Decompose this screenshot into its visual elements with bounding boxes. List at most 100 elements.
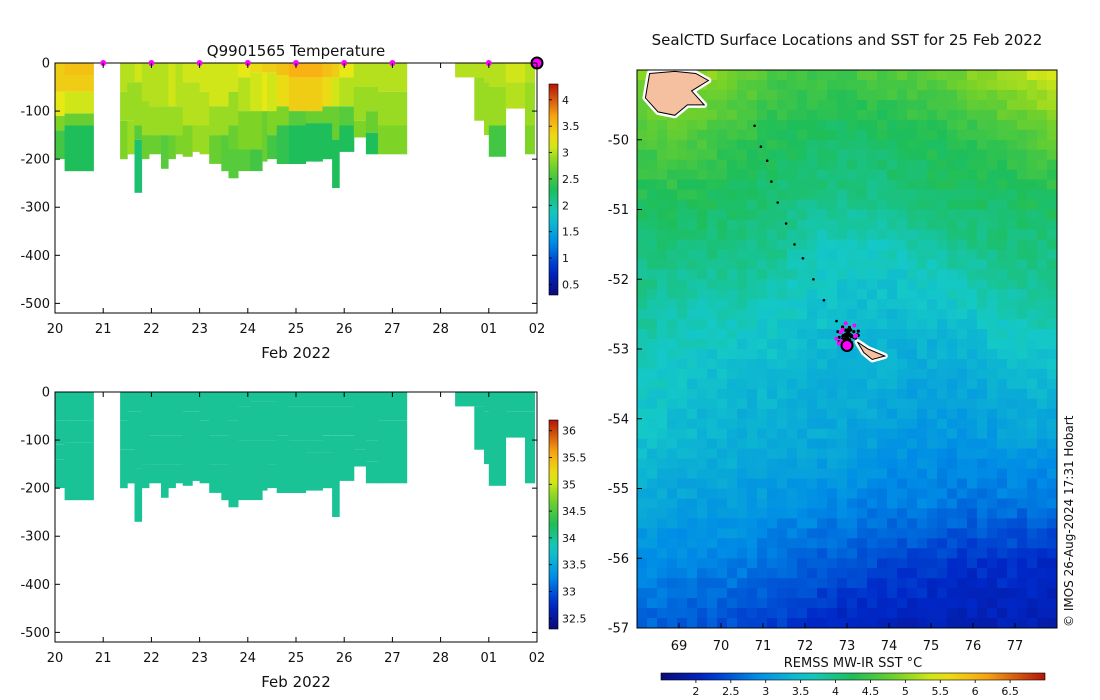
sst-cell xyxy=(847,598,858,609)
profile-cell xyxy=(175,106,184,136)
sst-cell xyxy=(787,398,798,410)
sst-cell xyxy=(1027,309,1038,320)
sst-cell xyxy=(877,448,888,460)
sst-cell xyxy=(767,478,778,489)
sst-cell xyxy=(857,608,868,619)
sst-cell xyxy=(1007,319,1018,330)
sst-cell xyxy=(957,398,968,410)
sst-cell xyxy=(947,558,958,569)
profile-cell xyxy=(127,392,135,412)
sst-cell xyxy=(947,498,958,509)
sst-cell xyxy=(797,239,808,250)
sst-cell xyxy=(957,70,968,81)
sst-cell xyxy=(857,438,868,450)
sst-cell xyxy=(667,598,678,609)
sst-cell xyxy=(687,159,698,171)
profile-cell xyxy=(288,406,307,441)
sst-cell xyxy=(807,309,818,320)
sst-cell xyxy=(637,169,648,181)
profile-cell xyxy=(168,435,176,465)
sst-cell xyxy=(927,229,938,240)
profile-cell xyxy=(505,392,526,412)
sst-cell xyxy=(1037,289,1048,300)
sst-cell xyxy=(937,329,948,340)
x-tick-label: 22 xyxy=(143,651,160,666)
sst-cell xyxy=(787,269,798,280)
sst-cell xyxy=(787,548,798,559)
sst-cell xyxy=(657,378,668,390)
sst-cell xyxy=(977,319,988,330)
sst-cell xyxy=(857,209,868,220)
sst-cell xyxy=(687,478,698,489)
sst-cell xyxy=(827,109,838,121)
profile-cell xyxy=(175,392,184,436)
sst-cell xyxy=(847,408,858,420)
sst-cell xyxy=(1017,458,1028,470)
sst-cell xyxy=(797,448,808,460)
sst-cell xyxy=(897,418,908,430)
sst-cell xyxy=(737,438,748,450)
sst-cell xyxy=(927,458,938,470)
sst-cell xyxy=(727,229,738,240)
sst-cell xyxy=(647,149,658,161)
cluster-surface-point xyxy=(852,323,857,328)
sst-cell xyxy=(707,518,718,529)
sst-cell xyxy=(987,598,998,609)
sst-cell xyxy=(647,129,658,141)
sst-cell xyxy=(897,488,908,499)
sst-cell xyxy=(1017,478,1028,489)
sst-cell xyxy=(787,478,798,489)
sst-cell xyxy=(657,169,668,181)
sst-cell xyxy=(777,359,788,370)
sst-cell xyxy=(697,109,708,121)
sst-cell xyxy=(947,259,958,270)
sst-cell xyxy=(1037,408,1048,420)
sst-cell xyxy=(717,339,728,350)
sst-cell xyxy=(637,418,648,430)
profile-cell xyxy=(322,123,333,160)
sst-cell xyxy=(987,119,998,131)
sst-cell xyxy=(747,139,758,151)
sst-cell xyxy=(967,508,978,519)
sst-cell xyxy=(797,418,808,430)
sst-cell xyxy=(967,578,978,589)
sst-cell xyxy=(767,80,778,91)
sst-cell xyxy=(677,548,688,559)
sst-cell xyxy=(857,488,868,499)
profile-cell xyxy=(525,454,535,484)
sst-cell xyxy=(817,259,828,270)
sst-cell xyxy=(657,219,668,230)
sst-cell xyxy=(687,558,698,569)
sst-cell xyxy=(767,518,778,529)
sst-cell xyxy=(767,109,778,121)
profile-cell xyxy=(525,82,535,126)
sst-cell xyxy=(1037,149,1048,161)
sst-cell xyxy=(987,269,998,280)
sst-cell xyxy=(667,468,678,480)
sst-cell xyxy=(737,279,748,290)
temperature-colorbar-ticks: 0.511.522.533.54 xyxy=(549,94,580,291)
sst-cell xyxy=(907,468,918,480)
profile-cell xyxy=(262,72,268,112)
sst-cell xyxy=(827,578,838,589)
sst-cell xyxy=(737,109,748,121)
sst-cell xyxy=(697,478,708,489)
sst-cell xyxy=(937,109,948,121)
sst-cell xyxy=(1037,239,1048,250)
sst-cell xyxy=(727,518,738,529)
sst-cell xyxy=(717,548,728,559)
sst-cell xyxy=(727,139,738,151)
sst-cell xyxy=(727,568,738,579)
sst-cell xyxy=(677,359,688,370)
sst-cell xyxy=(1037,448,1048,460)
profile-cell xyxy=(64,392,94,404)
sst-cell xyxy=(937,89,948,101)
sst-cell xyxy=(727,488,738,499)
sst-cell xyxy=(667,359,678,370)
sst-cell xyxy=(867,458,878,470)
sst-cell xyxy=(697,329,708,340)
sst-cell xyxy=(887,388,898,400)
sst-cell xyxy=(737,80,748,91)
sst-cell xyxy=(977,89,988,101)
